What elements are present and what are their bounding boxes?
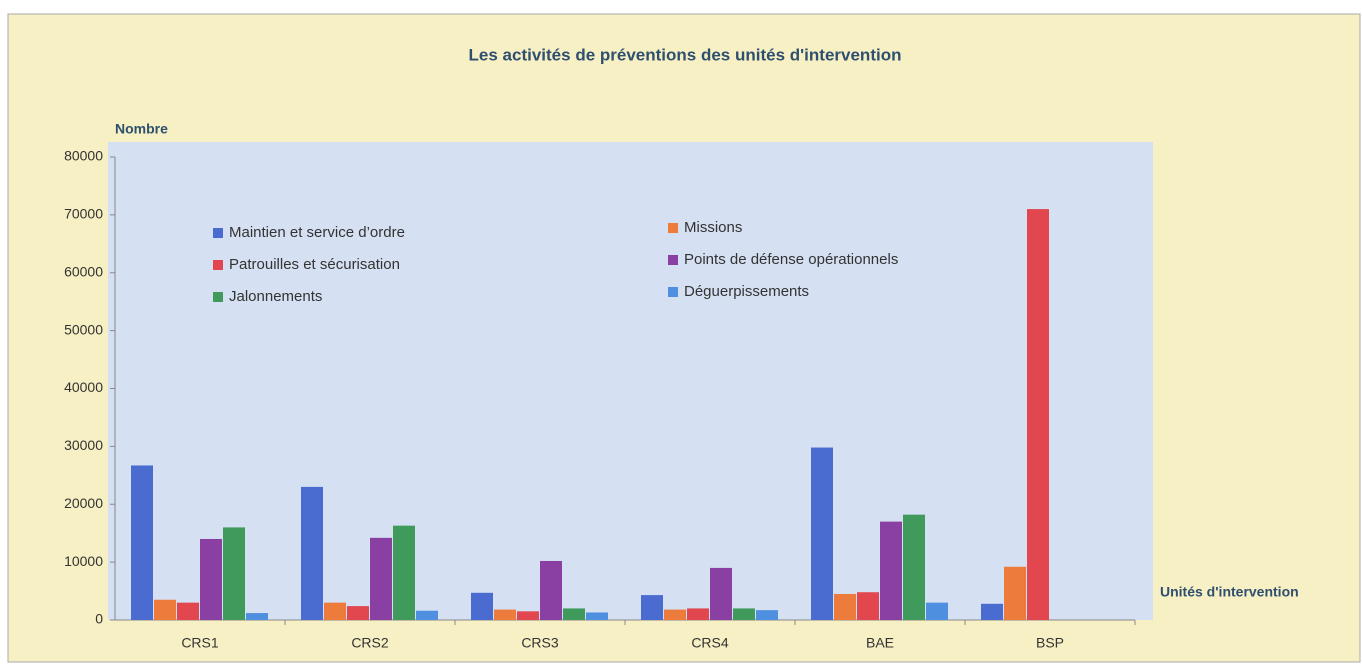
bar [641, 595, 663, 620]
bar [370, 537, 392, 620]
bar [1004, 566, 1026, 620]
x-tick-label: CRS2 [351, 635, 389, 651]
bar [834, 593, 856, 620]
y-tick-label: 10000 [64, 553, 103, 569]
bar [416, 610, 438, 620]
legend-label: Déguerpissements [684, 283, 809, 300]
legend-label: Jalonnements [229, 288, 322, 305]
legend-label: Points de défense opérationnels [684, 251, 898, 268]
legend-label: Patrouilles et sécurisation [229, 256, 400, 273]
bar [131, 465, 153, 620]
legend-label: Maintien et service d’ordre [229, 224, 405, 241]
y-tick-label: 70000 [64, 206, 103, 222]
legend-swatch [213, 228, 223, 238]
x-tick-label: BSP [1036, 635, 1064, 651]
y-tick-label: 30000 [64, 437, 103, 453]
bar [981, 603, 1003, 620]
x-tick-label: BAE [866, 635, 894, 651]
bar [324, 602, 346, 620]
legend-swatch [668, 255, 678, 265]
bar [246, 613, 268, 620]
x-tick-label: CRS4 [691, 635, 729, 651]
y-tick-label: 80000 [64, 148, 103, 164]
bar [756, 610, 778, 620]
bar [926, 602, 948, 620]
bar [687, 608, 709, 620]
y-tick-label: 40000 [64, 379, 103, 395]
legend-label: Missions [684, 219, 742, 236]
bar [494, 609, 516, 620]
chart-title: Les activités de préventions des unités … [469, 45, 902, 64]
y-tick-label: 60000 [64, 263, 103, 279]
y-tick-label: 0 [95, 611, 103, 627]
y-tick-label: 20000 [64, 495, 103, 511]
x-tick-label: CRS3 [521, 635, 559, 651]
plot-background [108, 142, 1153, 620]
bar [154, 599, 176, 620]
legend-swatch [668, 287, 678, 297]
bar [540, 560, 562, 620]
x-axis-label: Unités d'intervention [1160, 584, 1299, 600]
bar [1027, 209, 1049, 620]
x-tick-label: CRS1 [181, 635, 219, 651]
legend-swatch [213, 260, 223, 270]
bar [903, 514, 925, 620]
bar [517, 611, 539, 620]
bar [471, 592, 493, 620]
bar [733, 608, 755, 620]
bar [393, 525, 415, 620]
bar [811, 447, 833, 620]
bar [347, 606, 369, 620]
y-axis-label: Nombre [115, 121, 168, 137]
legend-swatch [668, 223, 678, 233]
bar [857, 592, 879, 620]
legend-swatch [213, 292, 223, 302]
bar [710, 567, 732, 620]
bar [301, 486, 323, 620]
y-tick-label: 50000 [64, 321, 103, 337]
bar [664, 609, 686, 620]
bar [586, 612, 608, 620]
bar [200, 538, 222, 620]
bar [563, 608, 585, 620]
bar [880, 521, 902, 620]
bar [223, 527, 245, 620]
bar [177, 602, 199, 620]
